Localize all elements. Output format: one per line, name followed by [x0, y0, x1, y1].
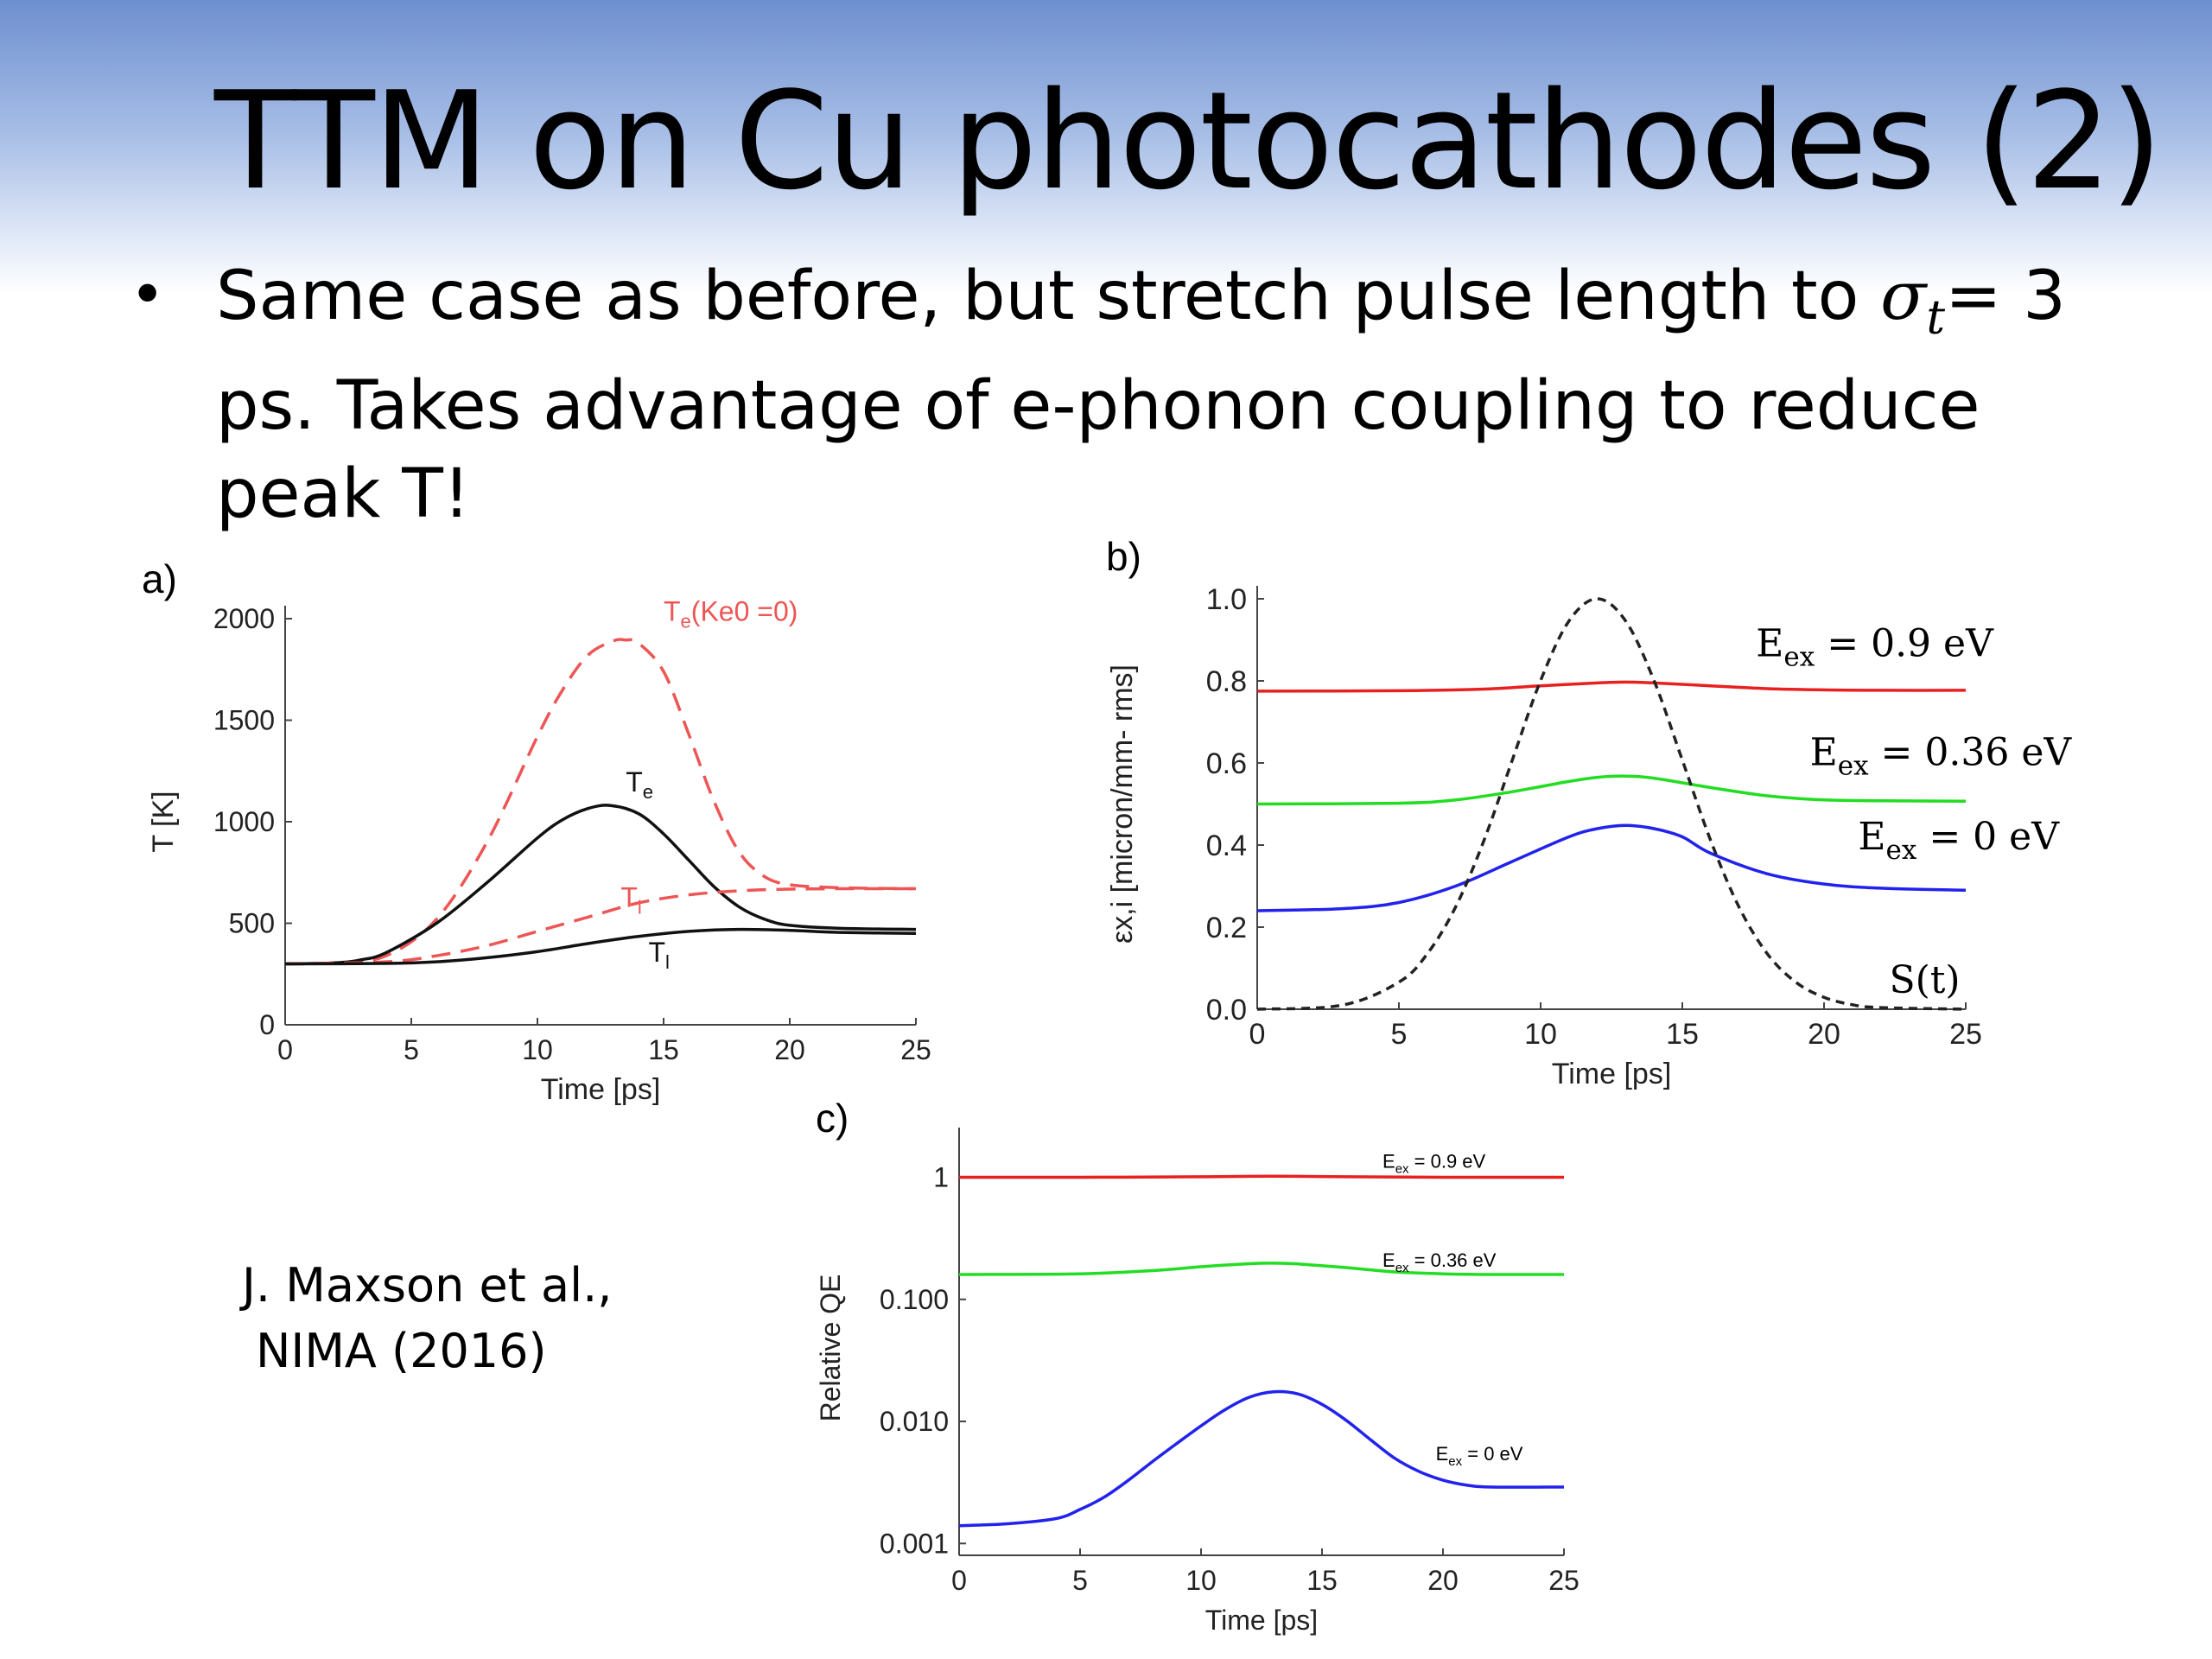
citation-line-1: J. Maxson et al., — [242, 1258, 613, 1313]
series-line — [284, 638, 917, 966]
x-tick-label: 25 — [900, 1034, 931, 1065]
x-tick-label: 20 — [774, 1034, 805, 1065]
y-tick-label: 0.100 — [880, 1284, 949, 1315]
series-annotation: Tl — [620, 882, 641, 918]
x-tick-label: 20 — [1808, 1018, 1840, 1051]
sigma-symbol: σ — [1880, 257, 1927, 335]
series-line — [1256, 823, 1967, 912]
y-axis-label: Relative QE — [815, 1274, 846, 1422]
panel-label: a) — [142, 556, 177, 601]
bullet-text-prefix: Same case as before, but stretch pulse l… — [216, 257, 1881, 335]
y-tick-label: 1 — [933, 1162, 949, 1193]
panel-label: c) — [816, 1096, 849, 1141]
bullet-text: Same case as before, but stretch pulse l… — [216, 252, 2074, 538]
x-tick-label: 0 — [277, 1034, 293, 1065]
series-annotation: Eex = 0.9 eV — [1382, 1150, 1486, 1176]
x-tick-label: 5 — [404, 1034, 419, 1065]
series-annotation: Tl — [648, 937, 669, 973]
y-tick-label: 0.4 — [1206, 830, 1247, 862]
x-axis-label: Time [ps] — [1205, 1605, 1318, 1636]
series-line — [284, 887, 916, 966]
series-line — [1256, 597, 1967, 1011]
y-tick-label: 0.010 — [880, 1406, 949, 1437]
x-tick-label: 25 — [1548, 1565, 1580, 1596]
series-annotation: Eex = 0.36 eV — [1382, 1249, 1497, 1275]
citation: J. Maxson et al., NIMA (2016) — [242, 1253, 612, 1384]
series-line — [958, 1262, 1565, 1276]
y-tick-label: 0.2 — [1206, 912, 1247, 944]
x-axis-label: Time [ps] — [1552, 1058, 1672, 1090]
x-axis-label: Time [ps] — [541, 1073, 661, 1106]
y-tick-label: 0.001 — [880, 1529, 949, 1560]
y-tick-label: 2000 — [213, 603, 275, 634]
panel-label: b) — [1106, 534, 1141, 579]
series-annotation: Te(Ke0 =0) — [664, 595, 798, 632]
series-annotation: Eex = 0 eV — [1858, 815, 2060, 866]
x-tick-label: 10 — [522, 1034, 553, 1065]
series-annotation: Eex = 0.36 eV — [1810, 730, 2073, 781]
slide-title: TTM on Cu photocathodes (2) — [214, 62, 2163, 219]
x-tick-label: 5 — [1072, 1565, 1088, 1596]
series-line — [1256, 774, 1967, 806]
title-banner — [0, 0, 2212, 294]
series-annotation: Eex = 0 eV — [1436, 1443, 1523, 1469]
series-annotation: Eex = 0.9 eV — [1756, 622, 1994, 673]
x-tick-label: 0 — [1249, 1018, 1266, 1051]
x-tick-label: 15 — [1306, 1565, 1338, 1596]
series-annotation: Te — [626, 766, 653, 803]
y-tick-label: 0 — [259, 1009, 275, 1040]
citation-line-2: NIMA (2016) — [256, 1324, 547, 1378]
y-tick-label: 0.8 — [1206, 665, 1247, 698]
y-tick-label: 1500 — [213, 705, 275, 736]
series-line — [958, 1174, 1565, 1179]
bullet-marker: • — [130, 259, 166, 330]
series-line — [284, 804, 917, 966]
series-line — [284, 927, 917, 966]
sigma-subscript: t — [1926, 289, 1946, 345]
y-tick-label: 500 — [229, 908, 275, 939]
series-line — [1256, 680, 1967, 693]
y-tick-label: 0.0 — [1206, 994, 1247, 1027]
series-annotation: S(t) — [1889, 958, 1960, 1002]
series-line — [958, 1389, 1565, 1528]
y-tick-label: 0.6 — [1206, 747, 1247, 780]
x-tick-label: 10 — [1185, 1565, 1217, 1596]
y-axis-label: T [K] — [147, 791, 180, 852]
chart-c: c) 0 5 10 15 20 25 0.001 0.010 0.100 1 Time [ps] Rel… — [815, 1096, 1580, 1636]
bullet-text-suffix: = 3 ps. Takes advantage of e-phonon coup… — [216, 257, 2066, 533]
chart-a: a) 0 5 10 15 20 25 0 500 1000 1500 2000 Time [ps] T [… — [142, 556, 931, 1106]
chart-b: b) 0 5 10 15 20 25 0.0 0.2 0.4 0.6 0.8 1.0 Time [ps] ε… — [1106, 534, 2073, 1090]
x-tick-label: 15 — [1666, 1018, 1699, 1051]
y-tick-label: 1000 — [213, 806, 275, 837]
x-tick-label: 25 — [1949, 1018, 1982, 1051]
y-tick-label: 1.0 — [1206, 583, 1247, 616]
x-tick-label: 0 — [951, 1565, 967, 1596]
x-tick-label: 15 — [648, 1034, 679, 1065]
x-tick-label: 20 — [1427, 1565, 1459, 1596]
x-tick-label: 10 — [1524, 1018, 1557, 1051]
y-axis-label: εx,i [micron/mm- rms] — [1106, 664, 1139, 944]
x-tick-label: 5 — [1391, 1018, 1408, 1051]
